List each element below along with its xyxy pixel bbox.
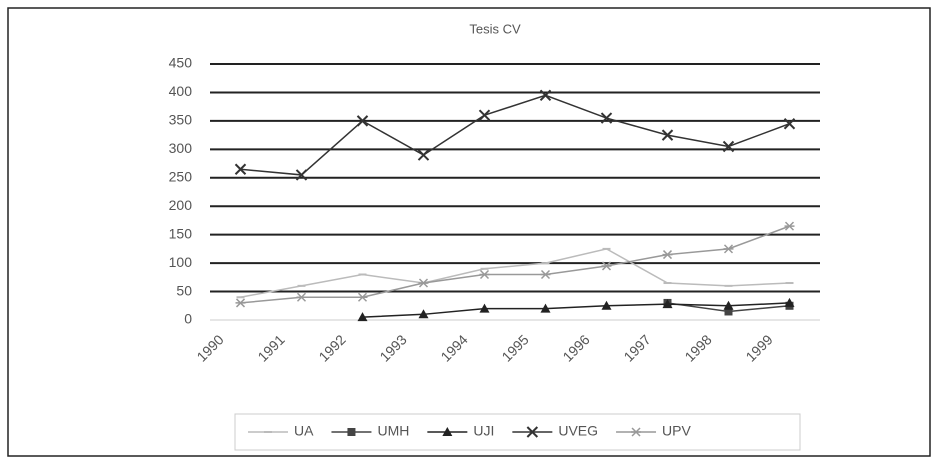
series-line — [362, 302, 790, 318]
legend-label: UPV — [662, 423, 691, 439]
legend-box — [234, 413, 801, 451]
y-tick-label: 400 — [169, 83, 193, 99]
marker — [600, 112, 613, 124]
marker — [601, 261, 612, 271]
x-tick-label: 1991 — [254, 331, 287, 364]
x-tick-label: 1996 — [559, 331, 592, 364]
marker — [784, 297, 795, 307]
y-tick-label: 200 — [169, 197, 193, 213]
marker — [479, 269, 490, 280]
marker — [723, 244, 734, 254]
marker — [295, 169, 308, 181]
marker — [418, 278, 429, 288]
x-tick-label: 1992 — [315, 331, 348, 364]
y-tick-label: 50 — [176, 282, 192, 298]
marker — [418, 309, 429, 319]
y-tick-label: 100 — [169, 254, 193, 270]
marker — [417, 149, 430, 161]
marker — [631, 427, 642, 437]
y-tick-label: 250 — [169, 168, 193, 184]
marker — [235, 298, 246, 308]
legend-label: UJI — [473, 423, 494, 439]
marker — [357, 292, 368, 302]
marker — [442, 427, 453, 436]
series-line — [240, 225, 790, 304]
marker — [539, 89, 552, 101]
legend-label: UVEG — [558, 423, 598, 439]
marker — [478, 109, 491, 121]
marker — [357, 312, 368, 322]
y-tick-label: 300 — [169, 140, 193, 156]
x-tick-label: 1993 — [376, 331, 409, 364]
y-tick-label: 150 — [169, 225, 193, 241]
y-tick-label: 450 — [169, 55, 193, 71]
marker — [296, 292, 307, 302]
series-line — [240, 248, 790, 298]
x-tick-label: 1998 — [681, 331, 714, 364]
marker — [723, 300, 734, 310]
chart-title: Tesis CV — [469, 21, 521, 36]
marker — [724, 307, 733, 316]
legend-label: UMH — [377, 423, 409, 439]
marker — [661, 129, 674, 141]
marker — [540, 269, 551, 280]
y-tick-label: 0 — [184, 311, 192, 327]
marker — [784, 221, 795, 231]
x-tick-label: 1995 — [498, 331, 531, 364]
marker — [722, 140, 735, 153]
series-line — [240, 94, 790, 176]
y-tick-label: 350 — [169, 112, 193, 128]
marker — [662, 250, 673, 260]
legend-label: UA — [294, 423, 314, 439]
x-tick-label: 1990 — [193, 331, 226, 364]
marker — [601, 300, 612, 310]
x-tick-label: 1994 — [437, 331, 470, 364]
marker — [783, 118, 796, 130]
marker — [526, 426, 539, 438]
legend: UA UMH UJI UVEG UPV — [248, 423, 691, 439]
marker — [662, 299, 673, 309]
marker — [540, 303, 551, 313]
marker — [347, 428, 356, 436]
chart-frame — [7, 7, 931, 457]
marker — [479, 303, 490, 313]
marker — [356, 115, 369, 127]
marker — [234, 163, 247, 175]
x-tick-label: 1999 — [742, 331, 775, 364]
x-tick-label: 1997 — [620, 331, 653, 364]
